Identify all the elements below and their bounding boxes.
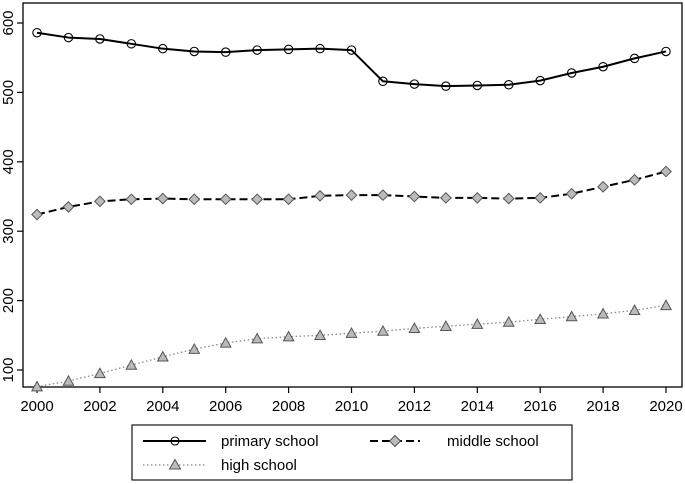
data-point-middle-school: [219, 193, 232, 206]
data-point-primary-school: [189, 46, 200, 57]
data-point-primary-school: [535, 75, 545, 86]
data-point-middle-school: [188, 193, 201, 206]
data-point-high-school: [376, 324, 389, 336]
data-point-middle-school: [251, 193, 264, 206]
data-point-high-school: [282, 330, 295, 342]
y-tick-label: 100: [0, 357, 17, 382]
data-point-high-school: [659, 299, 673, 311]
data-point-primary-school: [63, 32, 74, 43]
legend-frame: [131, 424, 573, 481]
data-point-high-school: [93, 367, 106, 379]
data-point-middle-school: [660, 165, 672, 178]
data-point-middle-school: [125, 193, 138, 206]
legend-label-primary-school: primary school: [221, 433, 319, 450]
data-point-high-school: [628, 304, 641, 315]
data-point-middle-school: [628, 173, 641, 186]
data-point-high-school: [502, 315, 515, 327]
data-point-primary-school: [346, 45, 357, 55]
legend-marker-triangle-icon: [168, 458, 182, 470]
data-point-high-school: [30, 380, 44, 392]
plot-frame: [22, 2, 683, 388]
data-point-primary-school: [126, 39, 137, 49]
data-point-high-school: [125, 358, 138, 370]
data-point-primary-school: [95, 34, 105, 44]
y-axis: 100 200 300 400 500 600: [0, 10, 23, 383]
x-axis: 2000 2002 2004 2006 2008 2010 2012 2014 2016 2018…: [20, 387, 683, 415]
data-point-primary-school: [566, 68, 577, 78]
data-point-middle-school: [345, 189, 358, 202]
x-tick-label: 2016: [524, 398, 557, 415]
y-tick-label: 300: [0, 219, 17, 244]
data-point-middle-school: [565, 187, 578, 200]
y-tick-label: 500: [0, 80, 17, 105]
data-point-middle-school: [471, 191, 484, 204]
legend: primary school middle school high school: [131, 424, 573, 481]
x-tick-label: 2012: [398, 398, 431, 415]
data-point-high-school: [219, 336, 232, 348]
data-point-middle-school: [282, 193, 295, 206]
data-point-primary-school: [252, 45, 262, 55]
data-point-high-school: [62, 374, 75, 386]
data-point-middle-school: [31, 208, 43, 221]
series-markers: [30, 27, 673, 392]
data-point-high-school: [314, 329, 327, 340]
data-point-high-school: [188, 342, 201, 354]
data-point-primary-school: [220, 47, 231, 57]
data-point-high-school: [156, 350, 169, 362]
data-point-high-school: [565, 310, 578, 322]
data-point-middle-school: [439, 191, 452, 204]
data-point-high-school: [597, 307, 610, 319]
data-point-middle-school: [314, 189, 326, 202]
data-point-middle-school: [597, 180, 610, 193]
data-point-high-school: [471, 317, 484, 329]
y-tick-label: 600: [0, 10, 17, 35]
legend-label-high-school: high school: [221, 457, 297, 474]
legend-item-high-school: high school: [143, 457, 297, 474]
x-tick-label: 2002: [83, 398, 116, 415]
x-tick-label: 2014: [461, 398, 494, 415]
legend-marker-diamond-icon: [388, 434, 402, 448]
data-point-primary-school: [409, 79, 420, 89]
data-point-primary-school: [378, 76, 388, 87]
data-point-middle-school: [502, 192, 515, 205]
x-tick-label: 2008: [272, 398, 305, 415]
data-point-middle-school: [377, 189, 389, 202]
data-point-middle-school: [93, 195, 106, 208]
x-tick-label: 2000: [20, 398, 53, 415]
x-tick-label: 2018: [586, 398, 619, 415]
legend-item-primary-school: primary school: [143, 433, 319, 450]
data-point-middle-school: [534, 191, 547, 204]
x-tick-label: 2010: [335, 398, 368, 415]
data-point-high-school: [439, 320, 452, 331]
data-point-primary-school: [503, 80, 514, 90]
data-point-middle-school: [156, 192, 169, 205]
legend-marker-circle-icon: [170, 436, 180, 446]
series-line-primary-school: [36, 31, 667, 88]
data-point-high-school: [534, 313, 547, 324]
y-tick-label: 400: [0, 149, 17, 174]
data-point-primary-school: [629, 53, 640, 64]
data-point-primary-school: [661, 46, 671, 57]
x-tick-label: 2006: [209, 398, 242, 415]
data-point-primary-school: [283, 44, 294, 55]
data-point-primary-school: [472, 80, 483, 91]
data-point-primary-school: [441, 81, 451, 91]
legend-label-middle-school: middle school: [447, 433, 539, 450]
data-point-high-school: [251, 332, 264, 344]
data-point-middle-school: [62, 201, 75, 213]
data-point-primary-school: [598, 61, 608, 72]
data-point-middle-school: [408, 190, 421, 203]
data-point-high-school: [408, 322, 421, 334]
x-tick-label: 2004: [146, 398, 179, 415]
data-point-primary-school: [315, 43, 325, 54]
data-point-high-school: [345, 326, 358, 338]
x-tick-label: 2020: [649, 398, 682, 415]
data-point-primary-school: [158, 43, 168, 54]
y-tick-label: 200: [0, 288, 17, 313]
data-point-primary-school: [32, 27, 42, 38]
legend-item-middle-school: middle school: [370, 433, 539, 450]
